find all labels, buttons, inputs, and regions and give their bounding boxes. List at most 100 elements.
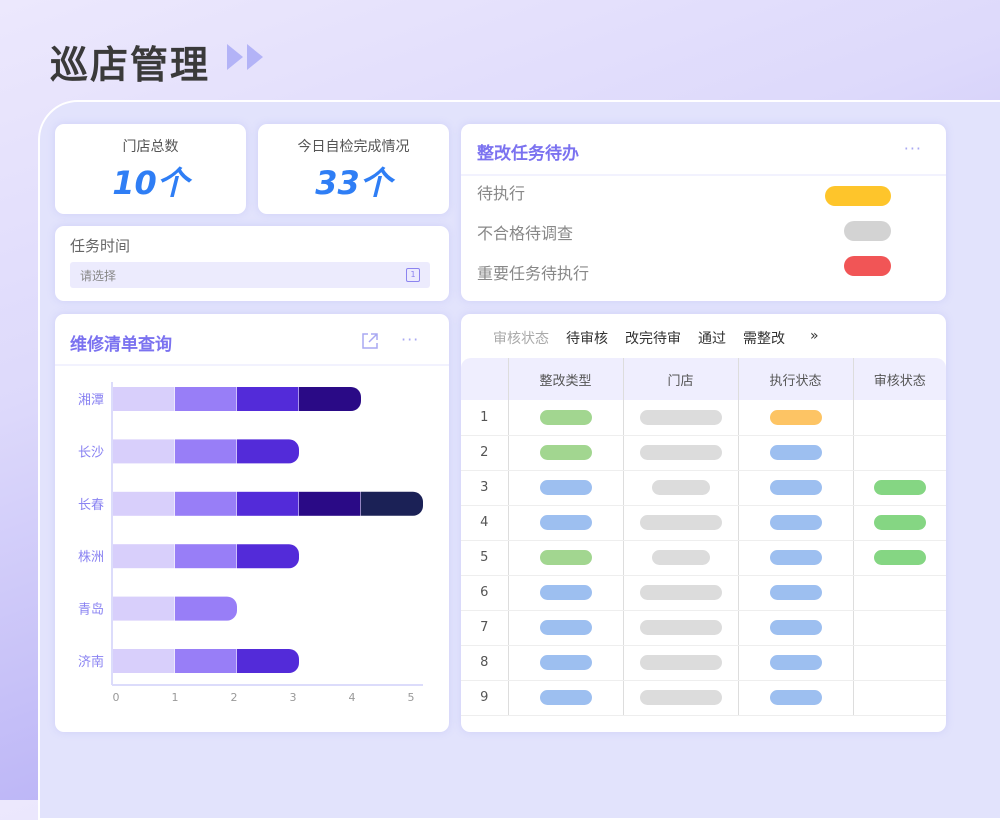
filter-label: 审核状态: [493, 331, 549, 347]
todo-card: 整改任务待办 ··· 待执行 不合格待调查 重要任务待执行: [461, 124, 946, 301]
cell-exec: [737, 575, 853, 611]
table-row[interactable]: 5: [461, 540, 946, 576]
cell-no: 6: [461, 575, 508, 611]
col-type: 整改类型: [507, 358, 623, 400]
audit-card: 审核状态 待审核 改完待审 通过 需整改 » 整改类型 门店 执行状态 审核状态…: [461, 314, 946, 732]
stat-label: 今日自检完成情况: [297, 139, 410, 155]
store-total-card: 门店总数 10个: [55, 124, 246, 214]
more-icon[interactable]: ···: [401, 330, 420, 349]
audit-tabs: 审核状态 待审核 改完待审 通过 需整改 »: [493, 328, 836, 348]
table-row[interactable]: 8: [461, 645, 946, 681]
x-tick-label: 5: [408, 691, 415, 704]
tab-fixed-pending[interactable]: 改完待审: [625, 331, 681, 347]
cell-no: 4: [461, 505, 508, 541]
cell-store: [622, 575, 738, 611]
status-pill: [769, 480, 822, 495]
todo-item-pending[interactable]: 待执行: [477, 184, 526, 203]
task-time-label: 任务时间: [70, 237, 131, 255]
status-pill: [539, 550, 592, 565]
cell-type: [507, 505, 623, 541]
todo-item-important[interactable]: 重要任务待执行: [477, 264, 590, 283]
status-pill: [539, 690, 592, 705]
y-tick-label: 青岛: [78, 602, 104, 618]
table-row[interactable]: 6: [461, 575, 946, 611]
share-icon[interactable]: [360, 331, 380, 351]
y-tick-label: 湘潭: [78, 393, 104, 408]
cell-type: [507, 680, 623, 716]
status-pill: [769, 550, 822, 565]
row-number: 5: [480, 550, 489, 565]
repair-title: 维修清单查询: [70, 335, 172, 355]
status-pill: [539, 409, 592, 425]
cell-exec: [737, 645, 853, 681]
cell-exec: [737, 540, 853, 576]
bar-segment: [113, 491, 175, 516]
status-pill: [825, 186, 891, 206]
table-row[interactable]: 7: [461, 610, 946, 646]
todo-item-unqualified[interactable]: 不合格待调查: [477, 224, 574, 243]
page-title: 巡店管理: [50, 43, 211, 87]
x-tick-label: 2: [231, 691, 238, 704]
stat-label: 门店总数: [122, 139, 179, 155]
table-row[interactable]: 2: [461, 435, 946, 471]
date-picker[interactable]: 请选择 1: [70, 262, 430, 288]
status-pill: [539, 515, 592, 530]
status-pill: [639, 515, 722, 530]
bar-segment: [237, 491, 299, 516]
status-pill: [873, 515, 926, 530]
status-pill: [769, 690, 822, 705]
cell-exec: [737, 435, 853, 471]
bar-segment: [299, 387, 361, 411]
table-row[interactable]: 4: [461, 505, 946, 541]
cell-no: 9: [461, 680, 508, 716]
status-pill: [639, 655, 722, 670]
y-tick-label: 济南: [78, 654, 104, 670]
cell-type: [507, 610, 623, 646]
bar-segment: [113, 596, 175, 621]
status-pill: [539, 445, 592, 460]
tab-needs-fix[interactable]: 需整改: [743, 331, 785, 347]
cell-type: [507, 435, 623, 471]
cell-store: [622, 470, 738, 506]
self-check-card: 今日自检完成情况 33个: [258, 124, 449, 214]
y-tick-label: 长春: [78, 498, 104, 513]
cell-audit: [852, 435, 946, 471]
tab-pending[interactable]: 待审核: [566, 331, 608, 347]
bar-segment: [237, 387, 299, 411]
table-row[interactable]: 9: [461, 680, 946, 716]
cell-audit: [852, 680, 946, 716]
table-row[interactable]: 3: [461, 470, 946, 506]
status-pill: [639, 445, 722, 460]
tab-passed[interactable]: 通过: [698, 331, 726, 347]
bar-segment: [175, 439, 237, 464]
cell-exec: [737, 470, 853, 506]
more-icon[interactable]: ···: [903, 139, 922, 158]
cell-no: 2: [461, 435, 508, 471]
bar-segment: [175, 544, 237, 569]
status-pill: [769, 445, 822, 460]
x-tick-label: 4: [349, 691, 356, 704]
cell-no: 7: [461, 610, 508, 646]
row-number: 1: [480, 409, 489, 425]
col-audit: 审核状态: [852, 358, 946, 400]
more-tabs-icon[interactable]: »: [810, 328, 819, 344]
calendar-icon[interactable]: 1: [406, 268, 420, 282]
table-row[interactable]: 1: [461, 400, 946, 436]
x-tick-label: 1: [172, 691, 179, 704]
status-pill: [651, 480, 710, 495]
cell-store: [622, 645, 738, 681]
cell-audit: [852, 505, 946, 541]
cell-audit: [852, 400, 946, 436]
cell-audit: [852, 575, 946, 611]
row-number: 4: [480, 515, 489, 530]
cell-audit: [852, 610, 946, 646]
cell-type: [507, 400, 623, 436]
row-number: 9: [480, 690, 489, 705]
cell-exec: [737, 610, 853, 646]
status-pill: [539, 655, 592, 670]
cell-store: [622, 505, 738, 541]
bar-segment: [175, 649, 237, 673]
task-time-card: 任务时间 请选择 1: [55, 226, 449, 301]
row-number: 8: [480, 655, 489, 670]
status-pill: [651, 550, 710, 565]
